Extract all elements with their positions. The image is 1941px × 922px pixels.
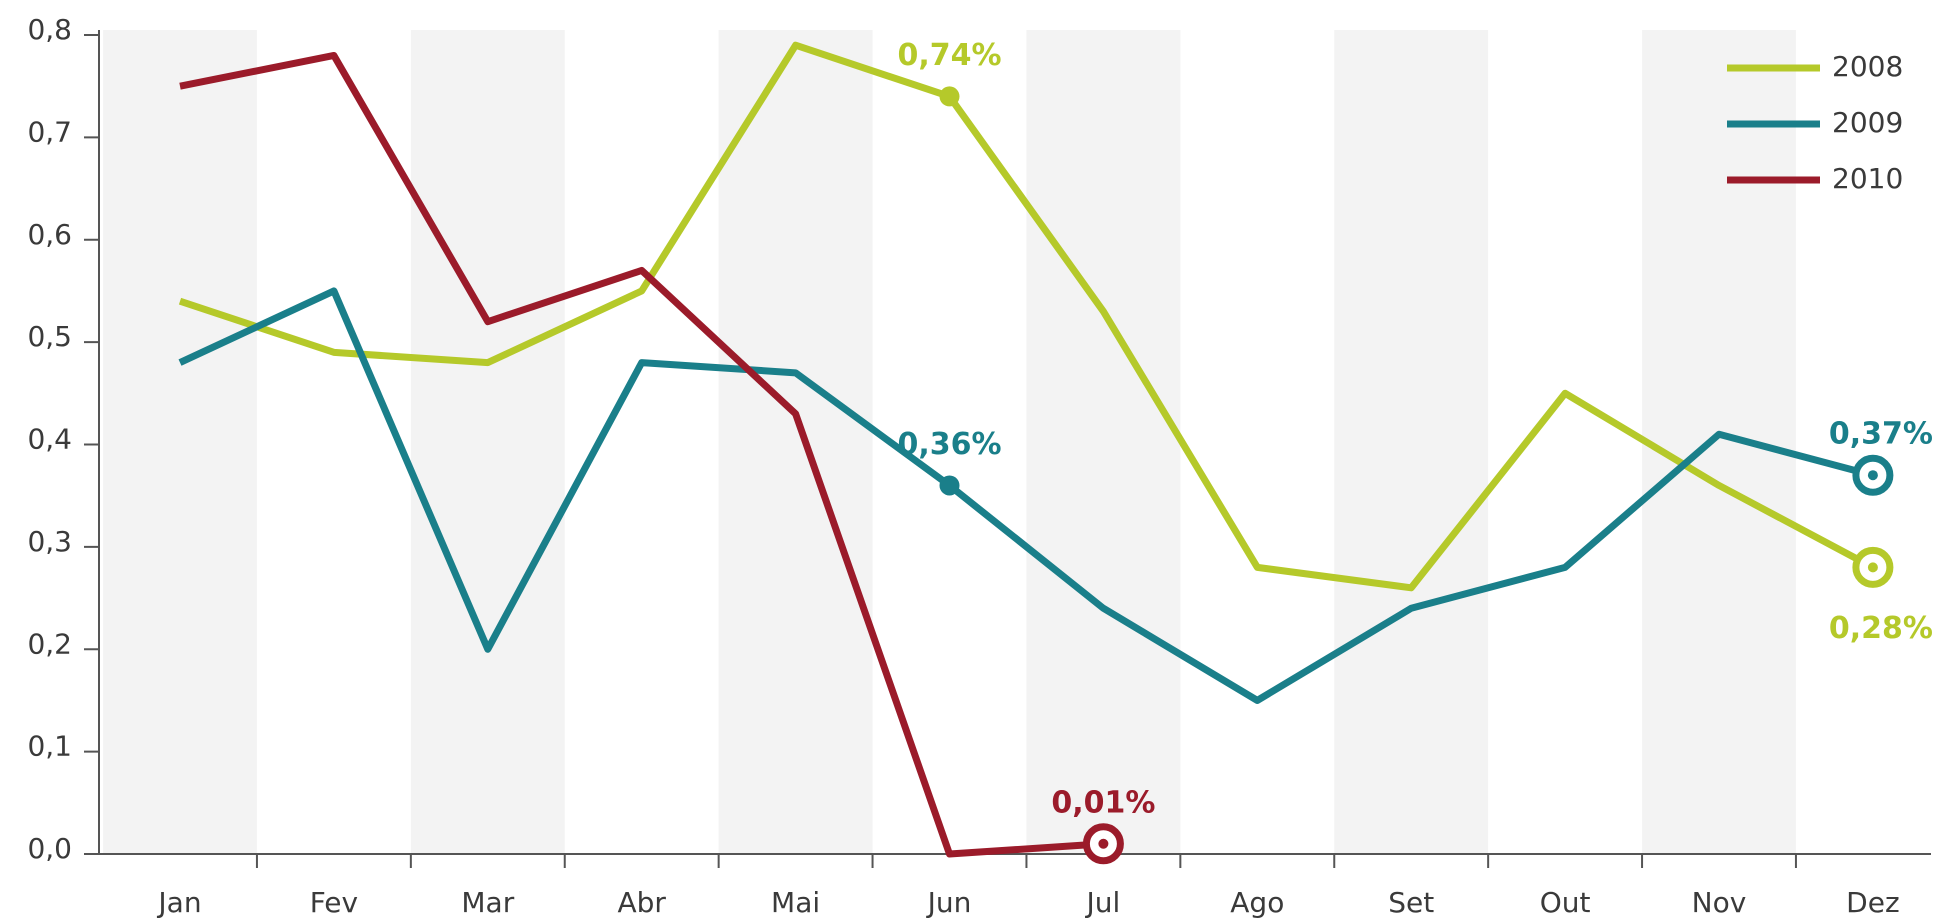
x-tick-label: Nov — [1692, 886, 1747, 919]
x-tick-label: Mai — [771, 886, 820, 919]
legend-label: 2009 — [1832, 106, 1903, 139]
data-label: 0,36% — [897, 427, 1001, 462]
y-tick-label: 0,8 — [27, 13, 72, 46]
y-tick-label: 0,5 — [27, 320, 72, 353]
data-label: 0,28% — [1829, 611, 1933, 646]
y-tick-label: 0,6 — [27, 218, 72, 251]
series-line — [179, 51, 1104, 858]
column-band — [1334, 30, 1489, 854]
column-band — [1026, 30, 1181, 854]
end-marker-dot — [1867, 562, 1878, 573]
x-tick-label: Jul — [1085, 886, 1121, 919]
legend-label: 2008 — [1832, 50, 1903, 83]
x-tick-label: Fev — [310, 886, 358, 919]
y-tick-label: 0,3 — [27, 525, 72, 558]
column-band — [410, 30, 565, 854]
y-tick-label: 0,1 — [27, 730, 72, 763]
column-band — [103, 30, 257, 854]
x-tick-label: Set — [1388, 886, 1434, 919]
y-tick-label: 0,2 — [27, 627, 72, 660]
y-tick-label: 0,4 — [27, 423, 72, 456]
x-tick-label: Jun — [926, 886, 972, 919]
data-label: 0,37% — [1829, 417, 1933, 452]
y-tick-label: 0,7 — [27, 115, 72, 148]
y-tick-label: 0,0 — [27, 832, 72, 865]
x-tick-label: Dez — [1846, 886, 1899, 919]
x-tick-label: Out — [1540, 886, 1591, 919]
point-marker — [939, 475, 960, 496]
x-tick-label: Ago — [1230, 886, 1284, 919]
x-tick-label: Mar — [461, 886, 514, 919]
x-tick-label: Jan — [156, 886, 201, 919]
end-marker-dot — [1867, 470, 1878, 481]
end-marker-dot — [1098, 838, 1109, 849]
column-band — [718, 30, 873, 854]
data-label: 0,01% — [1051, 785, 1155, 820]
x-tick-label: Abr — [617, 886, 666, 919]
legend-label: 2010 — [1832, 162, 1903, 195]
series-line — [178, 41, 1875, 592]
column-band — [1642, 30, 1796, 854]
series-line — [178, 287, 1874, 704]
data-label: 0,74% — [897, 38, 1001, 73]
point-marker — [939, 86, 960, 107]
